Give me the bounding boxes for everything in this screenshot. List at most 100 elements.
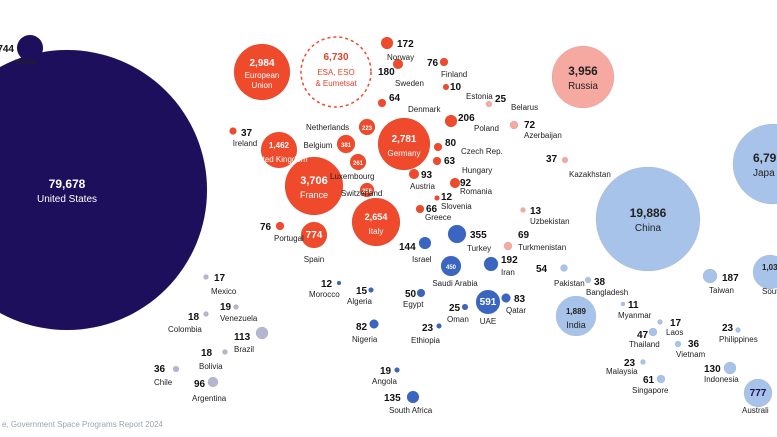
bubble-esa-eso-eumetsat [300, 36, 372, 108]
value-label-austria: 93 [421, 170, 433, 181]
bubble-uae [475, 289, 501, 315]
name-label-oman: Oman [447, 315, 469, 324]
bubble-oman [461, 303, 469, 311]
name-label-bolivia: Bolivia [199, 362, 223, 371]
value-label-egypt: 50 [405, 289, 417, 300]
name-label-netherlands: Netherlands [306, 123, 349, 132]
value-label-france: 3,706 [300, 175, 328, 187]
value-label-australia: 777 [750, 388, 767, 399]
value-label-india: 1,889 [566, 307, 587, 316]
bubble-romania [449, 177, 461, 189]
bubble-spain [300, 221, 328, 249]
name-label-chile: Chile [154, 378, 173, 387]
name-label-finland: Finland [441, 70, 467, 79]
bubble-switzerland [359, 182, 375, 198]
name-label-myanmar: Myanmar [618, 311, 652, 320]
name-label-india: India [566, 320, 586, 330]
bubble-ireland [229, 127, 237, 135]
value-label-myanmar: 11 [628, 300, 639, 311]
bubble-philippines [735, 327, 741, 333]
value-label-esa-eso-eumetsat: 6,730 [323, 52, 348, 63]
bubble-australia [743, 378, 773, 408]
bubble-laos [657, 319, 663, 325]
bubble-sweden [392, 58, 404, 70]
name-label-algeria: Algeria [347, 297, 372, 306]
bubble-egypt [416, 288, 426, 298]
value-label-switzerland: 256 [362, 189, 373, 195]
value-label-netherlands: 223 [362, 126, 373, 132]
name-label-uzbekistan: Uzbekistan [530, 217, 570, 226]
bubble-myanmar [620, 301, 626, 307]
name-label-indonesia: Indonesia [704, 375, 739, 384]
name-label-esa-eso-eumetsat: ESA, ESO [317, 68, 354, 77]
bubble-uzbekistan [520, 207, 526, 213]
value-label-belgium: 381 [341, 143, 352, 149]
name-label-vietnam: Vietnam [676, 350, 706, 359]
value-label-norway: 172 [397, 39, 414, 50]
bubble-estonia [442, 83, 450, 91]
bubble-malaysia [640, 359, 646, 365]
name-label-romania: Romania [460, 187, 493, 196]
name-label-malaysia: Malaysia [606, 367, 638, 376]
value-label-portugal: 76 [260, 222, 272, 233]
bubble-qatar [501, 293, 511, 303]
bubble-china [595, 166, 701, 272]
name-label-norway: Norway [387, 53, 414, 62]
value-label-finland: 76 [427, 58, 439, 69]
name-label-canada: anada [14, 57, 37, 66]
bubble-argentina [207, 376, 219, 388]
value-label-greece: 66 [426, 204, 438, 215]
value-label-bolivia: 18 [201, 348, 213, 359]
value-label-denmark: 64 [389, 93, 401, 104]
value-label-romania: 92 [460, 178, 472, 189]
bubble-venezuela [233, 304, 239, 310]
value-label-azerbaijan: 72 [524, 120, 536, 131]
name-label-estonia: Estonia [466, 92, 493, 101]
bubble-ethiopia [436, 323, 442, 329]
bubble-japan [732, 123, 777, 205]
value-label-russia: 3,956 [568, 65, 598, 78]
bubble-portugal [275, 221, 285, 231]
value-label-oman: 25 [449, 303, 461, 314]
name-label-turkmenistan: Turkmenistan [518, 243, 566, 252]
value-label-bangladesh: 38 [594, 277, 606, 288]
bubble-turkey [447, 224, 467, 244]
bubble-denmark [377, 98, 387, 108]
value-label-south-korea: 1,03 [762, 263, 777, 272]
value-label-nigeria: 82 [356, 322, 368, 333]
name-label-france: France [300, 190, 328, 200]
value-label-china: 19,886 [630, 206, 667, 220]
value-label-italy: 2,654 [365, 212, 389, 222]
bubble-singapore [656, 374, 666, 384]
bubble-finland [439, 57, 449, 67]
name-label-turkey: Turkey [467, 244, 491, 253]
value-label-qatar: 83 [514, 294, 526, 305]
bubble-iran [483, 256, 499, 272]
name-label-austria: Austria [410, 182, 435, 191]
name-label-russia: Russia [568, 81, 598, 92]
name-label-israel: Israel [412, 255, 432, 264]
bubble-italy [351, 197, 401, 247]
bubble-pakistan [560, 264, 568, 272]
value-label-vietnam: 36 [688, 339, 700, 350]
bubble-belgium [336, 134, 356, 154]
value-label-angola: 19 [380, 366, 392, 377]
bubble-colombia [203, 311, 209, 317]
bubble-taiwan [702, 268, 718, 284]
name-label-argentina: Argentina [192, 394, 227, 403]
bubble-czech-rep [433, 142, 443, 152]
name-label-mexico: Mexico [211, 287, 237, 296]
value-label-ethiopia: 23 [422, 323, 434, 334]
value-label-israel: 144 [399, 242, 416, 253]
value-label-poland: 206 [458, 113, 475, 124]
name-label-denmark: Denmark [408, 105, 441, 114]
bubble-greece [415, 204, 425, 214]
bubble-bolivia [222, 349, 228, 355]
name-label-ethiopia: Ethiopia [411, 336, 440, 345]
value-label-belarus: 25 [495, 94, 507, 105]
name-label-italy: Italy [369, 227, 384, 236]
value-label-ireland: 37 [241, 128, 253, 139]
name-label-south-korea: South [762, 287, 777, 296]
bubble-united-kingdom [260, 131, 298, 169]
bubble-kazakhstan [561, 156, 569, 164]
